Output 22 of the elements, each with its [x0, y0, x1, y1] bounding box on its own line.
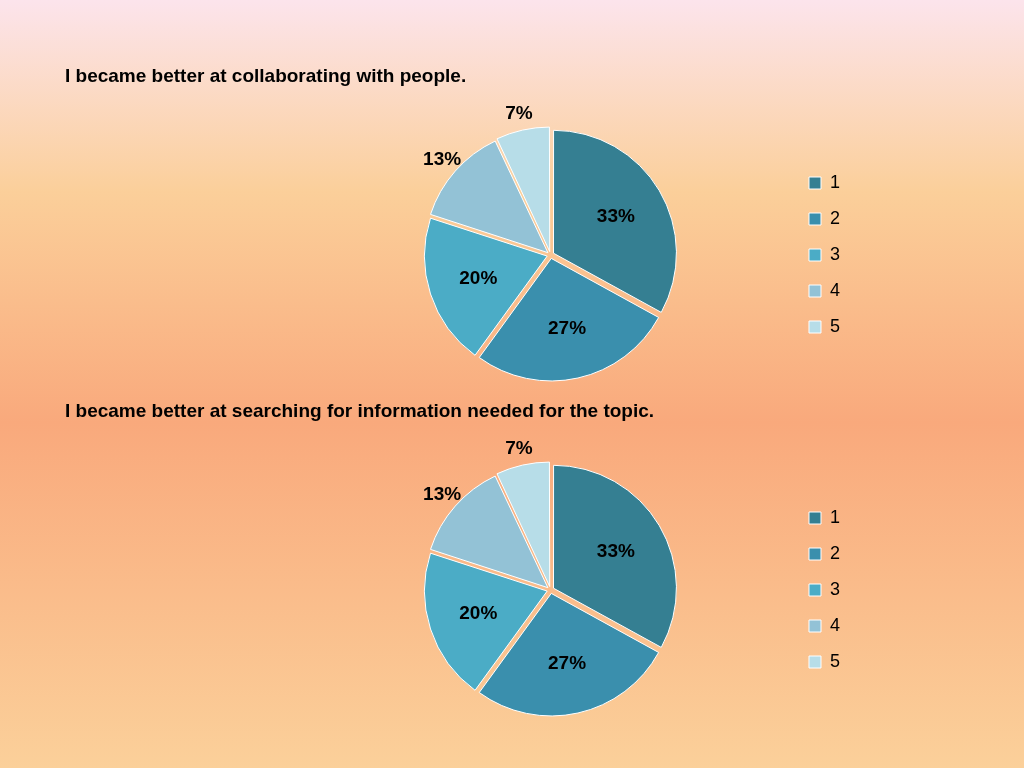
legend-label: 3 [829, 578, 840, 599]
data-label: 33% [596, 204, 635, 226]
data-label: 20% [459, 266, 498, 288]
legend-label: 1 [829, 171, 840, 192]
data-label: 13% [423, 147, 462, 169]
legend-label: 5 [829, 650, 840, 671]
data-label: 7% [505, 102, 533, 124]
chart-title: I became better at searching for information needed for the topic. [65, 400, 655, 422]
data-label: 20% [459, 601, 498, 623]
text: I became better at collaborating with people. [65, 65, 467, 87]
legend-label: 2 [829, 207, 840, 228]
data-label: 27% [548, 317, 587, 339]
legend-label: 4 [829, 614, 840, 635]
legend-label: 4 [829, 279, 840, 300]
data-label: 13% [423, 482, 462, 504]
data-label: 7% [505, 437, 533, 459]
legend-label: 2 [829, 542, 840, 563]
data-label: 33% [596, 539, 635, 561]
data-label: 27% [548, 652, 587, 674]
legend-label: 3 [829, 243, 840, 264]
legend-label: 5 [829, 315, 840, 336]
legend-label: 1 [829, 506, 840, 527]
